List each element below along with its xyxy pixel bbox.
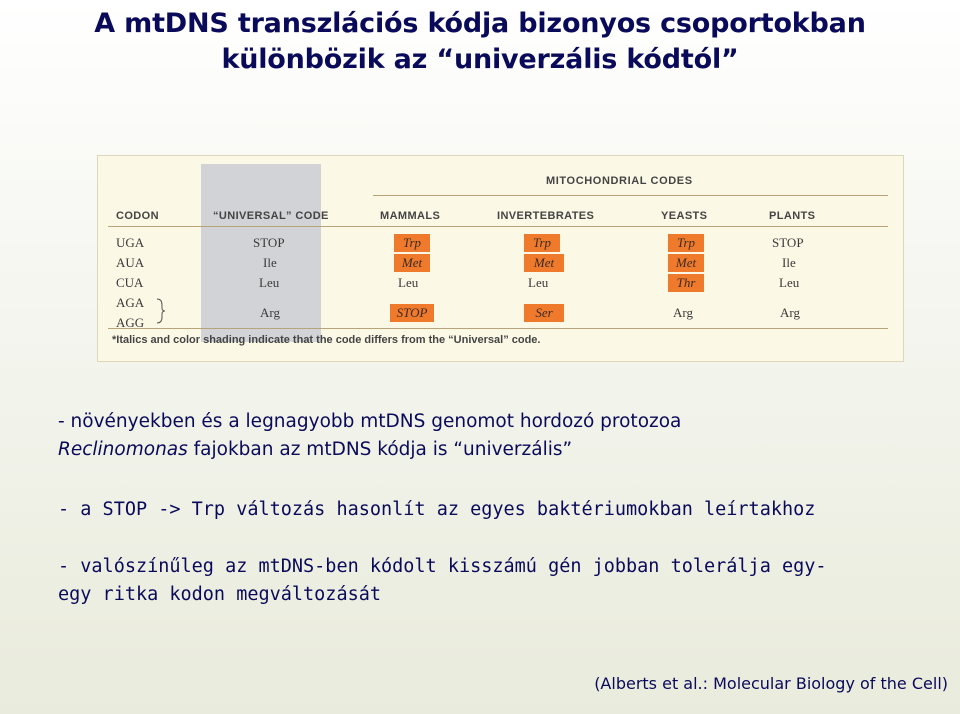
invertebrates-cua: Leu <box>528 275 549 290</box>
yeasts-aga-agg: Arg <box>673 305 693 320</box>
plants-aga-agg: Arg <box>780 305 800 320</box>
reclinomonas-italic: Reclinomonas <box>58 439 188 460</box>
yeasts-uga: Trp <box>668 234 704 252</box>
mitochondrial-codes-figure: MITOCHONDRIAL CODES CODON “UNIVERSAL” CO… <box>97 155 904 362</box>
figure-footnote: *Italics and color shading indicate that… <box>112 334 541 346</box>
plants-uga: STOP <box>772 235 804 250</box>
universal-uga: STOP <box>253 235 285 250</box>
mammals-uga: Trp <box>394 234 430 252</box>
codon-aua: AUA <box>116 255 145 270</box>
paragraph-3-line-2: egy ritka kodon megváltozását <box>58 584 382 605</box>
col-header-universal: “UNIVERSAL” CODE <box>213 210 329 222</box>
universal-cua: Leu <box>259 275 280 290</box>
plants-aua: Ile <box>782 255 796 270</box>
citation: (Alberts et al.: Molecular Biology of th… <box>594 674 948 693</box>
yeasts-aua: Met <box>668 254 704 272</box>
paragraph-1-line-2-rest: fajokban az mtDNS kódja is “univerzális” <box>187 439 573 460</box>
col-header-mammals: MAMMALS <box>380 210 441 222</box>
universal-column-shading <box>201 164 321 342</box>
invertebrates-aga-agg: Ser <box>524 304 564 322</box>
paragraph-2: - a STOP -> Trp változás hasonlít az egy… <box>58 499 816 520</box>
codon-brace <box>156 298 166 324</box>
header-rule <box>373 195 888 196</box>
mitochondrial-codes-header: MITOCHONDRIAL CODES <box>546 175 693 187</box>
paragraph-3: - valószínűleg az mtDNS-ben kódolt kissz… <box>58 553 827 609</box>
col-header-codon: CODON <box>116 210 159 222</box>
paragraph-1-line-1: - növényekben és a legnagyobb mtDNS geno… <box>58 411 682 432</box>
universal-aga-agg: Arg <box>260 305 280 320</box>
column-header-rule <box>108 226 888 227</box>
invertebrates-aua: Met <box>524 254 564 272</box>
plants-cua: Leu <box>779 275 800 290</box>
yeasts-cua: Thr <box>668 274 704 292</box>
codon-cua: CUA <box>116 275 144 290</box>
page-title: A mtDNS transzlációs kódja bizonyos csop… <box>0 6 960 78</box>
col-header-yeasts: YEASTS <box>661 210 708 222</box>
col-header-plants: PLANTS <box>769 210 816 222</box>
col-header-invertebrates: INVERTEBRATES <box>497 210 595 222</box>
invertebrates-uga: Trp <box>524 234 560 252</box>
paragraph-1-line-2: Reclinomonas fajokban az mtDNS kódja is … <box>58 436 681 464</box>
title-line-2: különbözik az “univerzális kódtól” <box>221 44 739 75</box>
mammals-aga-agg: STOP <box>390 304 434 322</box>
title-line-1: A mtDNS transzlációs kódja bizonyos csop… <box>94 8 866 39</box>
paragraph-1: - növényekben és a legnagyobb mtDNS geno… <box>58 408 681 464</box>
codon-uga: UGA <box>116 235 145 250</box>
codon-aga: AGA <box>116 295 145 310</box>
mammals-aua: Met <box>394 254 430 272</box>
codon-agg: AGG <box>116 315 145 330</box>
universal-aua: Ile <box>263 255 277 270</box>
paragraph-3-line-1: - valószínűleg az mtDNS-ben kódolt kissz… <box>58 556 827 577</box>
footnote-rule <box>108 328 888 329</box>
mammals-cua: Leu <box>398 275 419 290</box>
